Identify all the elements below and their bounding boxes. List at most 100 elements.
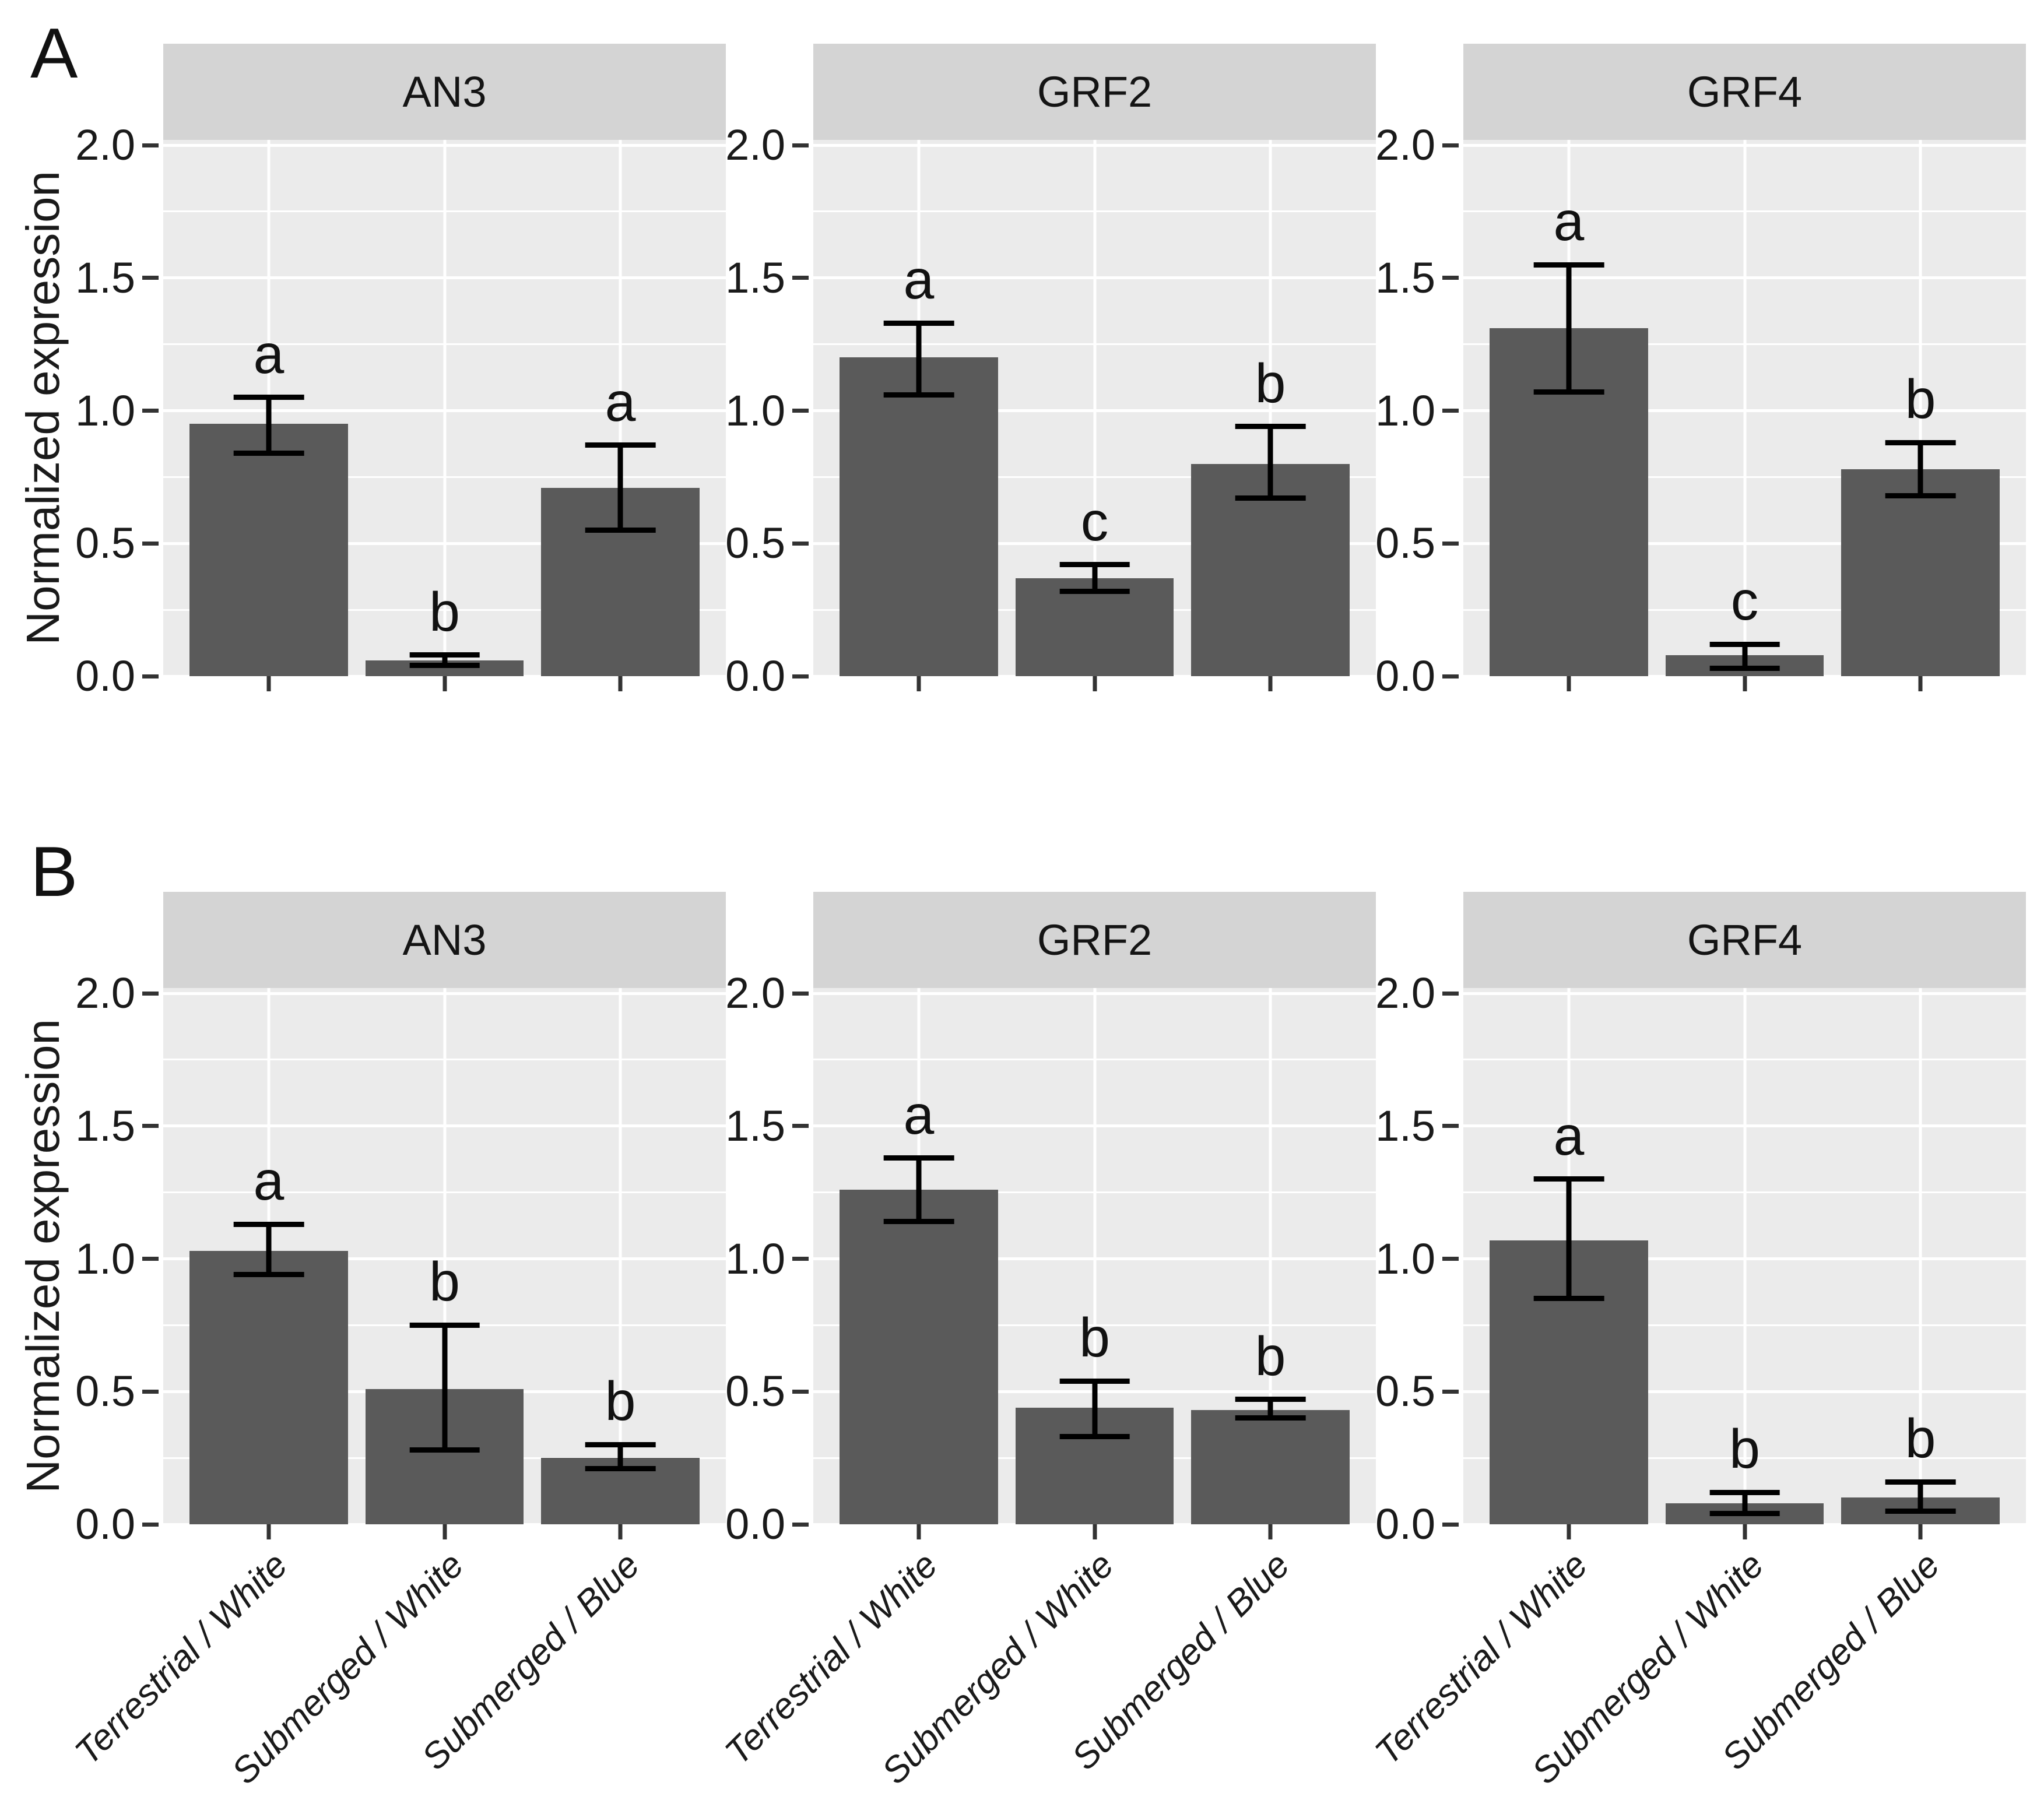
y-tick-label: 0.5: [725, 519, 785, 568]
x-tick-mark: [1567, 676, 1571, 691]
vertical-gridline: [1269, 988, 1272, 1524]
y-tick-label: 1.0: [75, 1234, 135, 1283]
figure-row-b: B Normalized expression AN3 0.0 0.5 1.0 1.5…: [0, 836, 2044, 1800]
x-axis: [813, 676, 1376, 702]
panel-label-a: A: [30, 13, 78, 93]
y-tick-mark: [792, 1389, 809, 1394]
y-tick-label: 1.0: [75, 386, 135, 435]
significance-letter: a: [253, 323, 285, 385]
x-tick-mark: [442, 676, 447, 691]
y-tick-mark: [792, 674, 809, 678]
y-tick-mark: [1442, 1389, 1459, 1394]
error-bar-cap: [1533, 262, 1604, 268]
minor-gridline: [163, 1059, 726, 1061]
x-tick-mark: [916, 1524, 921, 1539]
minor-gridline: [1463, 1324, 2026, 1326]
vertical-gridline: [443, 988, 446, 1524]
minor-gridline: [163, 1191, 726, 1194]
significance-letter: a: [903, 249, 935, 311]
y-tick-mark: [142, 991, 159, 996]
y-tick-mark: [142, 1522, 159, 1527]
vertical-gridline: [619, 140, 622, 676]
y-axis: 0.0 0.5 1.0 1.5 2.0: [725, 124, 813, 698]
vertical-gridline: [1743, 988, 1746, 1524]
error-bar-cap: [1235, 495, 1306, 501]
y-tick-mark: [1442, 1257, 1459, 1261]
error-bar: [1742, 1492, 1747, 1514]
y-tick-label: 1.0: [725, 1234, 785, 1283]
major-gridline: [163, 542, 726, 545]
bar: [189, 1250, 348, 1524]
significance-letter: b: [1255, 352, 1286, 414]
error-bar-cap: [1059, 562, 1130, 568]
vertical-gridline: [1269, 140, 1272, 676]
y-tick-label: 0.0: [1375, 652, 1435, 700]
facet-b-an3: AN3 0.0 0.5 1.0 1.5 2.0 a b b Terrestrial / Wh…: [68, 892, 726, 1792]
y-tick-label: 2.0: [1375, 969, 1435, 1018]
bar: [189, 424, 348, 676]
x-tick-mark: [266, 1524, 271, 1539]
significance-letter: b: [429, 581, 460, 643]
error-bar: [442, 655, 447, 666]
error-bar-cap: [1059, 1378, 1130, 1384]
error-bar: [266, 1224, 272, 1275]
vertical-gridline: [1093, 140, 1096, 676]
major-gridline: [1463, 143, 2026, 147]
vertical-gridline: [1743, 140, 1746, 676]
y-axis: 0.0 0.5 1.0 1.5 2.0: [75, 124, 163, 698]
error-bar-cap: [1235, 1397, 1306, 1402]
error-bar-cap: [883, 1219, 954, 1225]
significance-letter: a: [253, 1150, 285, 1212]
error-bar-cap: [1885, 1479, 1956, 1485]
error-bar-cap: [409, 1322, 480, 1328]
bar: [1015, 578, 1174, 676]
facet-b-grf2: GRF2 0.0 0.5 1.0 1.5 2.0 a b b Terrestrial / W…: [718, 892, 1376, 1792]
y-axis: 0.0 0.5 1.0 1.5 2.0: [75, 972, 163, 1546]
y-tick-label: 0.5: [75, 519, 135, 568]
major-gridline: [163, 1124, 726, 1128]
major-gridline: [163, 276, 726, 280]
error-bar: [1917, 442, 1923, 496]
y-tick-label: 0.0: [75, 1500, 135, 1548]
y-axis-title: Normalized expression: [10, 988, 76, 1524]
error-bar: [617, 1444, 623, 1469]
error-bar-cap: [1709, 665, 1780, 671]
y-tick-mark: [1442, 409, 1459, 413]
y-tick-mark: [1442, 674, 1459, 678]
plot-area: a b a: [163, 140, 726, 678]
significance-letter: b: [1255, 1325, 1286, 1387]
facet-strip-row: AN3 0.0 0.5 1.0 1.5 2.0 a b a GRF2 0.0 0.5 1.0 1.…: [75, 12, 2044, 702]
error-bar-cap: [1059, 588, 1130, 594]
major-gridline: [1463, 1257, 2026, 1261]
vertical-gridline: [619, 988, 622, 1524]
error-bar-cap: [1235, 1415, 1306, 1421]
y-axis: 0.0 0.5 1.0 1.5 2.0: [725, 972, 813, 1546]
y-tick-label: 0.0: [75, 652, 135, 700]
major-gridline: [1463, 992, 2026, 995]
major-gridline: [813, 276, 1376, 280]
x-axis: [163, 676, 726, 702]
error-bar-cap: [1885, 440, 1956, 445]
error-bar-cap: [1533, 1176, 1604, 1182]
y-tick-mark: [1442, 1124, 1459, 1128]
vertical-gridline: [1093, 988, 1096, 1524]
error-bar: [1917, 1482, 1923, 1511]
x-tick-mark: [1743, 676, 1747, 691]
major-gridline: [1463, 276, 2026, 280]
x-tick-mark: [1093, 1524, 1097, 1539]
y-tick-label: 1.5: [725, 1101, 785, 1150]
y-tick-label: 0.5: [725, 1367, 785, 1416]
facet-b-grf4: GRF4 0.0 0.5 1.0 1.5 2.0 a b b Terrestrial / W…: [1368, 892, 2026, 1792]
error-bar-cap: [409, 663, 480, 669]
plot-area: a c b: [813, 140, 1376, 678]
y-tick-mark: [142, 1257, 159, 1261]
major-gridline: [813, 1257, 1376, 1261]
y-tick-label: 0.5: [1375, 1367, 1435, 1416]
error-bar-cap: [585, 528, 656, 533]
error-bar-cap: [585, 442, 656, 448]
y-tick-mark: [142, 1124, 159, 1128]
y-tick-label: 1.0: [1375, 1234, 1435, 1283]
major-gridline: [163, 143, 726, 147]
major-gridline: [163, 992, 726, 995]
facet-a-grf4: GRF4 0.0 0.5 1.0 1.5 2.0 a c b: [1375, 44, 2026, 702]
